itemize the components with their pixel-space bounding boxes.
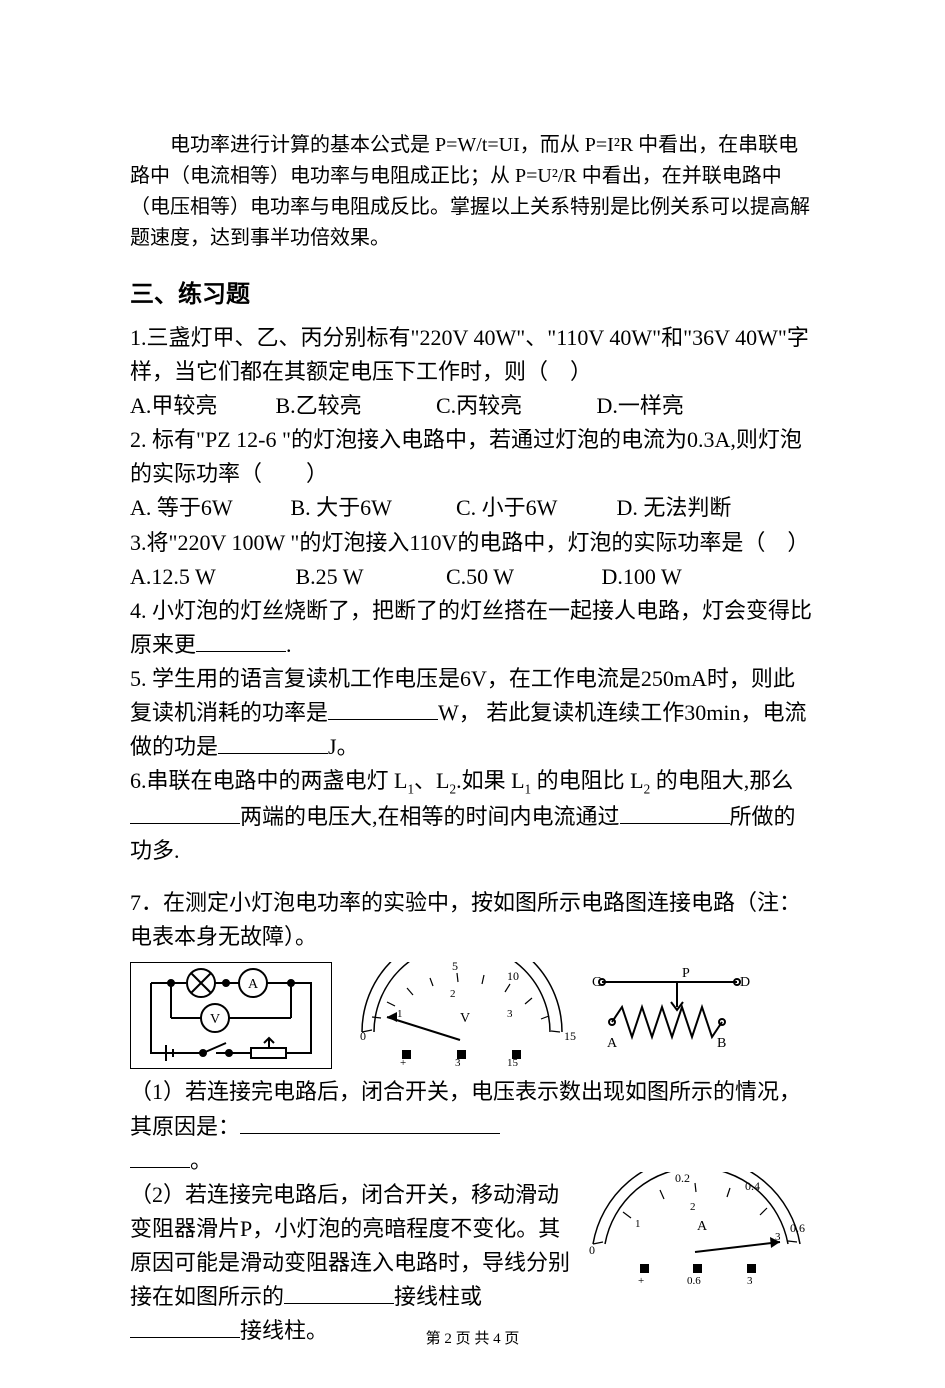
q2-stem: 2. 标有"PZ 12-6 "的灯泡接入电路中，若通过灯泡的电流为0.3A,则灯… xyxy=(130,427,802,486)
page: 电功率进行计算的基本公式是 P=W/t=UI，而从 P=I²R 中看出，在串联电… xyxy=(0,0,945,1388)
volt-minor-2: 2 xyxy=(450,988,456,1000)
q2-options: A. 等于6W B. 大于6W C. 小于6W D. 无法判断 xyxy=(130,491,815,525)
q1-opt-d: D.一样亮 xyxy=(597,389,684,423)
q6-c: .如果 L xyxy=(456,768,524,793)
rheostat-svg: C D P A B xyxy=(587,962,752,1057)
q7: 7．在测定小灯泡电功率的实验中，按如图所示电路图连接电路（注：电表本身无故障）。 xyxy=(130,886,815,954)
q6-b: 、L xyxy=(414,768,449,793)
section-heading: 三、练习题 xyxy=(130,274,815,309)
q4-blank xyxy=(196,629,286,652)
amm-tick-0: 0 xyxy=(589,1243,595,1257)
q5: 5. 学生用的语言复读机工作电压是6V，在工作电流是250mA时，则此复读机消耗… xyxy=(130,662,815,764)
q6-blank-2 xyxy=(620,801,730,824)
q1-opt-b: B.乙较亮 xyxy=(276,389,431,423)
ammeter-label: A xyxy=(248,977,259,992)
q1: 1.三盏灯甲、乙、丙分别标有"220V 40W"、"110V 40W"和"36V… xyxy=(130,321,815,389)
q6-blank-1 xyxy=(130,801,240,824)
q3-opt-d: D.100 W xyxy=(602,560,682,594)
q6: 6.串联在电路中的两盏电灯 L1、L2.如果 L1 的电阻比 L2 的电阻大,那… xyxy=(130,764,815,868)
q3: 3.将"220V 100W "的灯泡接入110V的电路中，灯泡的实际功率是（ ） xyxy=(130,526,815,560)
amm-tick-04: 0.4 xyxy=(745,1179,760,1193)
q6-a: 6.串联在电路中的两盏电灯 L xyxy=(130,768,407,793)
q6-d: 的电阻比 L xyxy=(531,768,643,793)
rheo-D: D xyxy=(740,975,750,990)
q2-opt-a: A. 等于6W xyxy=(130,491,285,525)
q7-sub1: （1）若连接完电路后，闭合开关，电压表示数出现如图所示的情况，其原因是： 。 xyxy=(130,1075,815,1177)
volt-tick-10: 10 xyxy=(507,969,519,983)
q2-opt-b: B. 大于6W xyxy=(291,491,451,525)
rheostat-diagram: C D P A B xyxy=(587,962,752,1057)
q6-f: 两端的电压大,在相等的时间内电流通过 xyxy=(240,804,620,829)
q2-opt-d: D. 无法判断 xyxy=(617,491,732,525)
q5-blank-2 xyxy=(218,731,328,754)
volt-tick-0: 0 xyxy=(360,1029,366,1043)
volt-term-15: 15 xyxy=(507,1057,519,1067)
q1-opt-a: A.甲较亮 xyxy=(130,389,270,423)
amm-minor-2: 2 xyxy=(690,1201,696,1213)
volt-term-plus: + xyxy=(400,1057,406,1067)
page-footer: 第 2 页 共 4 页 xyxy=(0,1327,945,1348)
q7-sub2: 0 0.2 0.4 0.6 1 2 3 A xyxy=(130,1178,815,1348)
volt-unit: V xyxy=(460,1011,470,1026)
amm-unit: A xyxy=(697,1219,708,1234)
rheo-A: A xyxy=(607,1036,618,1051)
q3-stem: 3.将"220V 100W "的灯泡接入110V的电路中，灯泡的实际功率是（ ） xyxy=(130,530,809,555)
rheo-B: B xyxy=(717,1036,726,1051)
volt-minor-1: 1 xyxy=(397,1008,403,1020)
q7-sub1-blank xyxy=(240,1111,500,1134)
q2-opt-c: C. 小于6W xyxy=(456,491,611,525)
q7-sub2-b: 接线柱或 xyxy=(394,1284,482,1309)
volt-term-3: 3 xyxy=(455,1057,461,1067)
q3-options: A.12.5 W B.25 W C.50 W D.100 W xyxy=(130,560,815,594)
q3-opt-b: B.25 W xyxy=(296,560,441,594)
circuit-diagram: A V xyxy=(130,962,332,1069)
ammeter-dial: 0 0.2 0.4 0.6 1 2 3 A xyxy=(575,1172,815,1287)
amm-tick-02: 0.2 xyxy=(675,1172,690,1185)
q7-sub1-blank2 xyxy=(130,1145,190,1168)
amm-minor-1: 1 xyxy=(635,1218,641,1230)
ammeter-svg: 0 0.2 0.4 0.6 1 2 3 A xyxy=(575,1172,815,1287)
q3-opt-a: A.12.5 W xyxy=(130,560,290,594)
q7-sub2-blank1 xyxy=(284,1281,394,1304)
q7-figures-row: A V xyxy=(130,962,815,1069)
q7-stem: 7．在测定小灯泡电功率的实验中，按如图所示电路图连接电路（注：电表本身无故障）。 xyxy=(130,890,801,949)
rheo-P: P xyxy=(682,966,690,981)
volt-tick-15: 15 xyxy=(564,1029,576,1043)
q7-sub1-b: 。 xyxy=(190,1148,212,1173)
questions-block: 1.三盏灯甲、乙、丙分别标有"220V 40W"、"110V 40W"和"36V… xyxy=(130,321,815,1348)
q6-e: 的电阻大,那么 xyxy=(650,768,793,793)
amm-term-3: 3 xyxy=(747,1275,753,1287)
rheo-C: C xyxy=(592,975,601,990)
amm-term-plus: + xyxy=(638,1275,644,1287)
q5-text-c: J。 xyxy=(328,734,359,759)
q1-options: A.甲较亮 B.乙较亮 C.丙较亮 D.一样亮 xyxy=(130,389,815,423)
volt-tick-5: 5 xyxy=(452,962,458,973)
intro-paragraph: 电功率进行计算的基本公式是 P=W/t=UI，而从 P=I²R 中看出，在串联电… xyxy=(130,130,815,254)
q1-stem: 1.三盏灯甲、乙、丙分别标有"220V 40W"、"110V 40W"和"36V… xyxy=(130,325,809,384)
voltmeter-svg: 0 5 10 15 1 2 3 V + xyxy=(342,962,577,1067)
volt-minor-3: 3 xyxy=(507,1008,513,1020)
voltmeter-dial: 0 5 10 15 1 2 3 V + xyxy=(342,962,577,1067)
q1-opt-c: C.丙较亮 xyxy=(436,389,591,423)
q2: 2. 标有"PZ 12-6 "的灯泡接入电路中，若通过灯泡的电流为0.3A,则灯… xyxy=(130,423,815,491)
q4-text-b: . xyxy=(286,632,292,657)
amm-tick-06: 0.6 xyxy=(790,1221,805,1235)
q3-opt-c: C.50 W xyxy=(446,560,596,594)
amm-term-06: 0.6 xyxy=(687,1275,701,1287)
q4: 4. 小灯泡的灯丝烧断了，把断了的灯丝搭在一起接人电路，灯会变得比原来更. xyxy=(130,594,815,662)
q5-blank-1 xyxy=(328,697,438,720)
circuit-svg: A V xyxy=(131,963,331,1068)
voltmeter-label: V xyxy=(210,1012,220,1027)
